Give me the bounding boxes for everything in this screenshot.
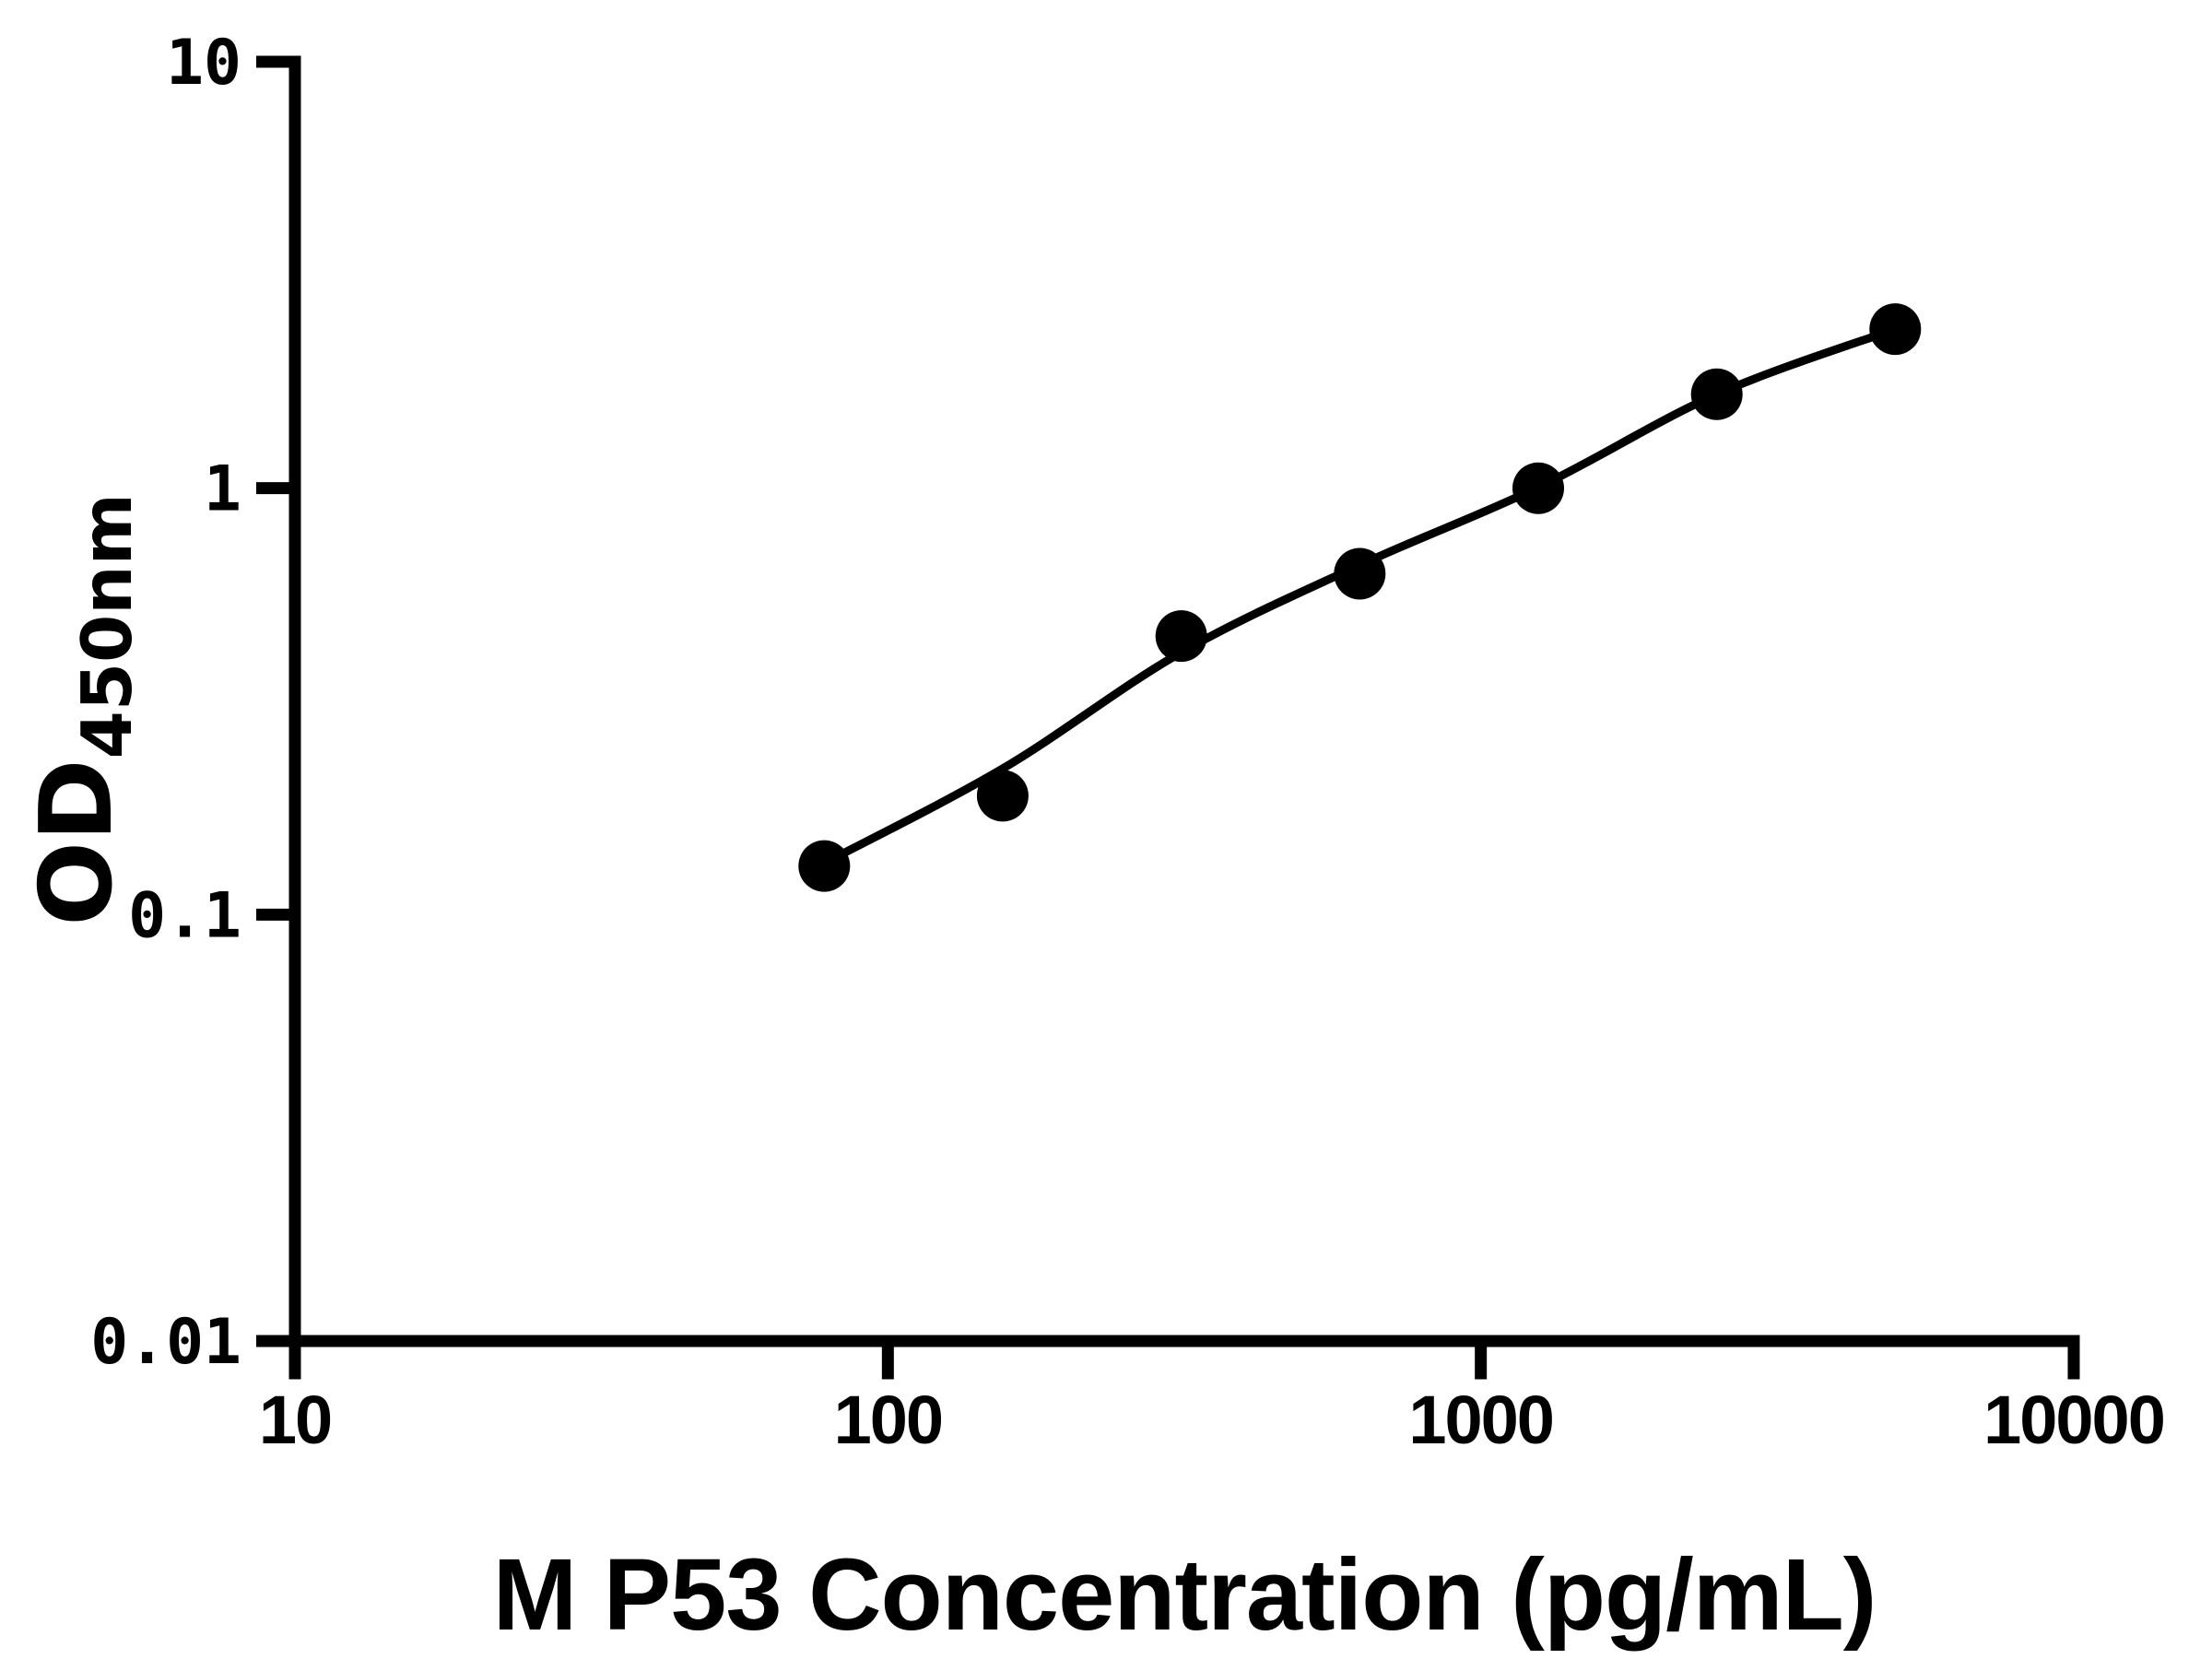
data-point-x312.5 [1155, 610, 1207, 663]
y-tick-label-0.1: 0.1 [128, 879, 241, 952]
x-tick-label-10: 10 [259, 1382, 331, 1458]
y-axis-title-main: OD [19, 759, 135, 925]
x-axis-title: M P53 Concentration (pg/mL) [493, 1538, 1877, 1652]
y-tick-label-10: 10 [166, 27, 241, 100]
data-point-x78.1 [798, 840, 851, 892]
x-tick-label-100: 100 [834, 1382, 942, 1458]
x-tick-label-10000: 10000 [1983, 1382, 2164, 1458]
y-tick-label-0.01: 0.01 [90, 1306, 241, 1379]
data-point-x5000 [1869, 303, 1922, 356]
y-axis-title: OD450nm [19, 493, 147, 926]
y-axis-title-subscript: 450nm [66, 493, 147, 759]
x-tick-label-1000: 1000 [1408, 1382, 1553, 1458]
data-point-x156.2 [976, 770, 1029, 822]
data-point-x1250 [1512, 462, 1564, 514]
y-tick-label-1: 1 [204, 453, 241, 526]
data-points [798, 303, 1922, 892]
data-point-x2500 [1690, 368, 1743, 420]
data-point-x625 [1334, 547, 1386, 600]
